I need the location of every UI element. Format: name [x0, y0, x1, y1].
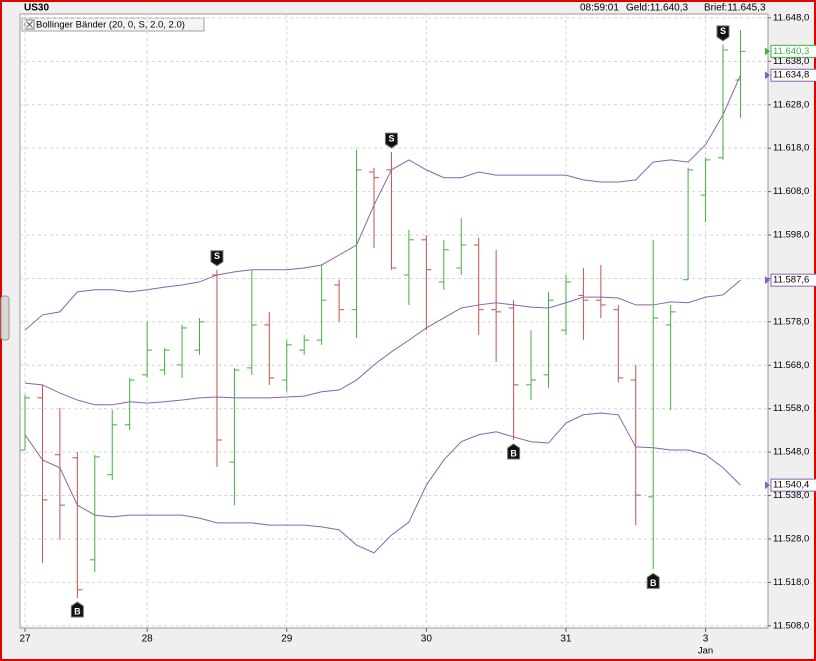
signal-label: B — [510, 448, 517, 458]
bid-price: Geld:11.640,3 — [626, 3, 689, 14]
bollinger-band — [24, 412, 741, 554]
y-tick-label: 11.548,0 — [773, 447, 809, 458]
y-tick-label: 11.618,0 — [773, 143, 809, 154]
signal-marker — [384, 132, 398, 149]
x-tick-label: 31 — [560, 634, 572, 645]
band-value-pointer — [765, 71, 770, 80]
signal-label: B — [74, 606, 81, 616]
month-label: Jan — [698, 646, 713, 657]
x-tick-label: 30 — [421, 634, 433, 645]
bollinger-band — [24, 279, 741, 406]
band-value-box — [770, 273, 816, 287]
band-value-label: 11.540,4 — [773, 480, 809, 491]
x-tick-label: 27 — [19, 634, 31, 645]
y-tick-label: 11.518,0 — [773, 577, 809, 588]
ask-price: Brief:11.645,3 — [704, 3, 766, 14]
y-tick-label: 11.608,0 — [773, 186, 809, 197]
y-tick-label: 11.568,0 — [773, 360, 809, 371]
last-price-label: 11.640,3 — [773, 46, 809, 57]
band-value-pointer — [765, 481, 770, 490]
signal-label: S — [214, 251, 220, 261]
signal-marker — [716, 25, 730, 42]
signal-marker — [210, 250, 224, 267]
y-tick-label: 11.528,0 — [773, 533, 809, 544]
y-tick-label: 11.648,0 — [773, 12, 809, 23]
signal-marker — [646, 572, 660, 589]
x-tick-label: 3 — [703, 634, 709, 645]
band-value-pointer — [765, 276, 770, 285]
signal-marker — [70, 601, 84, 618]
y-tick-label: 11.508,0 — [773, 620, 809, 631]
y-tick-label: 11.638,0 — [773, 56, 809, 67]
signal-label: S — [388, 133, 394, 143]
indicator-label: Bollinger Bänder (20, 0, S, 2.0, 2.0) — [36, 20, 185, 31]
symbol: US30 — [24, 3, 49, 14]
bollinger-band — [24, 75, 741, 331]
y-tick-label: 11.538,0 — [773, 490, 809, 501]
clock: 08:59:01 — [580, 3, 619, 14]
band-value-label: 11.587,6 — [773, 275, 809, 286]
signal-marker — [507, 443, 521, 460]
y-tick-label: 11.628,0 — [773, 99, 809, 110]
x-tick-label: 29 — [281, 634, 293, 645]
last-price-pointer — [765, 47, 770, 56]
y-tick-label: 11.578,0 — [773, 316, 809, 327]
signal-label: B — [650, 578, 657, 588]
y-tick-label: 11.598,0 — [773, 230, 809, 241]
last-price-box — [770, 44, 816, 58]
band-value-label: 11.634,8 — [773, 70, 809, 81]
band-value-box — [770, 478, 816, 492]
y-tick-label: 11.558,0 — [773, 403, 809, 414]
plot-area — [19, 13, 769, 629]
panel-handle[interactable] — [0, 295, 10, 341]
close-icon — [26, 21, 33, 28]
band-value-box — [770, 68, 816, 82]
signal-label: S — [720, 26, 726, 36]
x-tick-label: 28 — [142, 634, 154, 645]
